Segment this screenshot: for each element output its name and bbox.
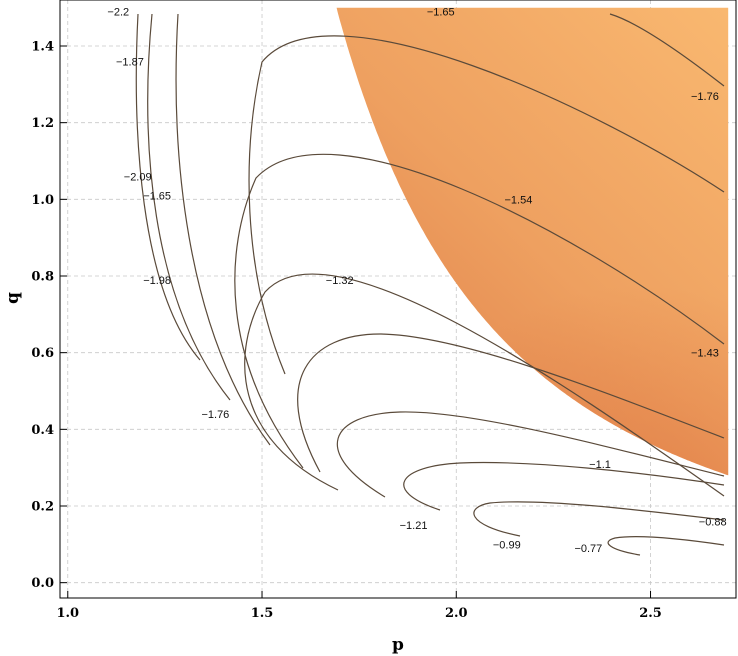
contour-label: −0.88 (699, 516, 727, 528)
contour-label: −1.98 (143, 275, 171, 287)
y-tick-label: 0.2 (31, 500, 54, 515)
y-tick-label: 1.2 (31, 116, 54, 131)
contour-line (473, 501, 725, 537)
contour-label: −0.99 (493, 539, 521, 551)
x-tick-label: 2.5 (639, 606, 662, 621)
contour-label: −1.43 (691, 348, 719, 360)
x-tick-label: 2.0 (445, 606, 468, 621)
y-tick-label: 0.4 (31, 423, 54, 438)
y-tick-label: 0.8 (31, 270, 54, 285)
contour-label: −1.65 (427, 7, 455, 19)
contour-label: −2.2 (107, 7, 129, 19)
contour-label: −1.1 (589, 459, 611, 471)
y-tick-label: 0.0 (31, 576, 54, 591)
contour-labels: −2.2 −1.65 −1.87 −1.76 −2.09 −1.65 −1.54 −1.98 −… (107, 7, 726, 556)
feasible-region (336, 7, 729, 476)
contour-line (135, 13, 201, 361)
contour-line (175, 13, 271, 446)
contour-label: −2.09 (124, 171, 152, 183)
contour-line (403, 461, 725, 511)
contour-line (248, 35, 725, 375)
contour-label: −1.76 (201, 409, 229, 421)
contour-label: −1.87 (116, 56, 144, 68)
contour-label: −1.76 (691, 91, 719, 103)
contour-line (147, 13, 231, 401)
y-tick-label: 1.4 (31, 40, 54, 55)
axis-ticks: 1.0 1.5 2.0 2.5 0.0 0.2 0.4 0.6 0.8 1.0 1.2 1.4 (31, 40, 661, 622)
contour-line (609, 13, 725, 87)
contour-line (607, 536, 725, 556)
y-tick-label: 1.0 (31, 193, 54, 208)
contour-label: −1.65 (143, 191, 171, 203)
plot-frame (59, 0, 737, 599)
contour-label: −1.32 (326, 275, 354, 287)
contour-label: −1.54 (505, 194, 533, 206)
contour-label: −0.77 (574, 543, 602, 555)
contour-line (297, 333, 725, 473)
y-axis-title: q (3, 292, 23, 304)
x-tick-label: 1.5 (251, 606, 274, 621)
x-tick-label: 1.0 (56, 606, 79, 621)
contour-line (234, 153, 725, 469)
region-shading (336, 7, 729, 476)
contour-lines (135, 13, 725, 556)
contour-line (336, 411, 725, 498)
y-tick-label: 0.6 (31, 346, 54, 361)
contour-line (244, 273, 725, 497)
contour-label: −1.21 (400, 520, 428, 532)
x-axis-title: p (392, 635, 404, 655)
